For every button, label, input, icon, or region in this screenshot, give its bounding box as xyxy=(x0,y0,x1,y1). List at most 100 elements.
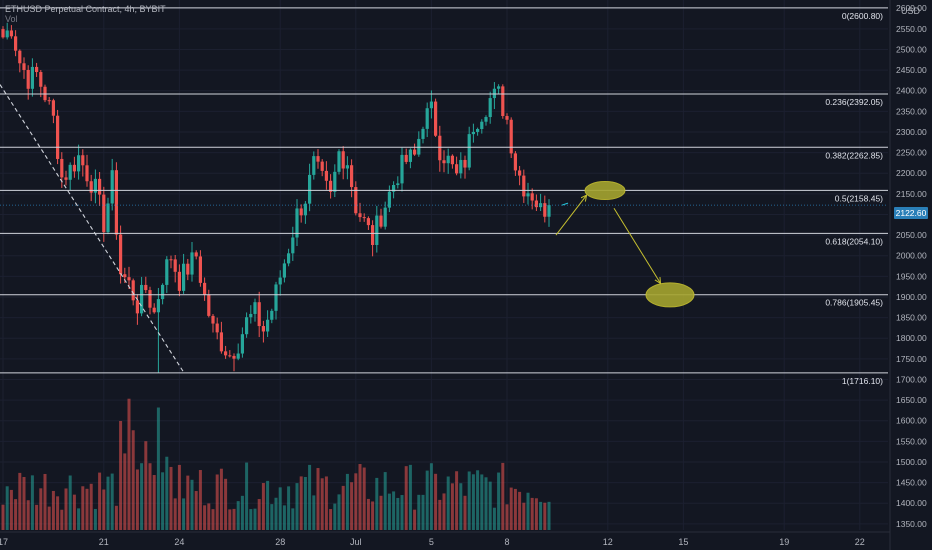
candle-body[interactable] xyxy=(30,66,34,89)
candle-body[interactable] xyxy=(18,50,22,64)
candle-body[interactable] xyxy=(429,101,433,109)
candle-body[interactable] xyxy=(287,253,291,264)
candle-body[interactable] xyxy=(72,164,76,172)
candle-body[interactable] xyxy=(375,215,379,245)
candle-body[interactable] xyxy=(9,30,13,37)
candle-body[interactable] xyxy=(102,194,106,233)
candle-body[interactable] xyxy=(156,299,160,313)
candle-body[interactable] xyxy=(534,200,538,208)
candle-body[interactable] xyxy=(261,326,265,332)
candle-body[interactable] xyxy=(5,30,9,38)
candle-body[interactable] xyxy=(526,193,530,197)
candle-body[interactable] xyxy=(308,174,312,204)
candle-body[interactable] xyxy=(505,116,509,120)
candle-body[interactable] xyxy=(513,153,517,171)
candle-body[interactable] xyxy=(379,215,383,227)
candle-body[interactable] xyxy=(497,86,501,89)
candle-body[interactable] xyxy=(316,156,320,162)
candle-body[interactable] xyxy=(39,72,43,87)
candle-body[interactable] xyxy=(404,154,408,162)
candle-body[interactable] xyxy=(127,277,131,281)
candle-body[interactable] xyxy=(291,237,295,254)
candle-body[interactable] xyxy=(329,180,333,192)
trend-line-dashed[interactable] xyxy=(0,84,184,372)
candle-body[interactable] xyxy=(77,155,81,172)
candle-body[interactable] xyxy=(282,263,286,278)
candle-body[interactable] xyxy=(215,323,219,333)
candle-body[interactable] xyxy=(337,151,341,172)
candle-body[interactable] xyxy=(371,225,375,245)
candle-body[interactable] xyxy=(455,164,459,174)
candle-body[interactable] xyxy=(522,175,526,197)
candle-body[interactable] xyxy=(543,203,547,217)
candle-body[interactable] xyxy=(56,115,60,159)
candle-body[interactable] xyxy=(131,280,135,301)
candle-body[interactable] xyxy=(169,259,173,261)
candle-body[interactable] xyxy=(295,208,299,238)
candle-body[interactable] xyxy=(60,158,64,178)
candle-body[interactable] xyxy=(161,284,165,300)
candle-body[interactable] xyxy=(299,208,303,216)
candle-body[interactable] xyxy=(488,98,492,118)
price-axis[interactable] xyxy=(890,0,932,550)
candle-body[interactable] xyxy=(106,203,110,233)
candle-body[interactable] xyxy=(278,277,282,285)
candle-body[interactable] xyxy=(89,181,93,193)
candle-body[interactable] xyxy=(467,134,471,168)
candle-body[interactable] xyxy=(350,165,354,188)
candle-body[interactable] xyxy=(442,160,446,164)
candle-body[interactable] xyxy=(98,178,102,195)
candle-body[interactable] xyxy=(509,119,513,154)
candle-body[interactable] xyxy=(203,282,207,295)
candle-body[interactable] xyxy=(392,184,396,192)
candle-body[interactable] xyxy=(245,317,249,335)
candle-body[interactable] xyxy=(450,155,454,165)
candle-body[interactable] xyxy=(135,300,139,314)
candle-body[interactable] xyxy=(518,170,522,176)
candle-body[interactable] xyxy=(228,355,232,357)
candle-body[interactable] xyxy=(362,217,366,219)
candle-body[interactable] xyxy=(51,100,55,116)
candle-body[interactable] xyxy=(182,263,186,291)
candle-body[interactable] xyxy=(341,151,345,169)
currency-label[interactable]: USD xyxy=(900,6,920,16)
candle-body[interactable] xyxy=(114,170,118,235)
candle-body[interactable] xyxy=(303,203,307,216)
candle-body[interactable] xyxy=(148,290,152,308)
candle-body[interactable] xyxy=(438,135,442,161)
candle-body[interactable] xyxy=(198,256,202,283)
candle-body[interactable] xyxy=(425,108,429,129)
arrow-up-to-target[interactable] xyxy=(555,196,586,236)
candle-body[interactable] xyxy=(1,29,5,38)
candle-body[interactable] xyxy=(224,351,228,356)
candle-body[interactable] xyxy=(144,284,148,291)
candle-body[interactable] xyxy=(492,88,496,99)
candle-body[interactable] xyxy=(93,178,97,193)
candle-body[interactable] xyxy=(463,159,467,168)
candle-body[interactable] xyxy=(547,205,551,217)
candle-body[interactable] xyxy=(446,155,450,164)
candle-body[interactable] xyxy=(413,149,417,155)
target-ellipse-lower[interactable] xyxy=(645,282,695,308)
candle-body[interactable] xyxy=(417,138,421,155)
candle-body[interactable] xyxy=(219,332,223,352)
candle-body[interactable] xyxy=(119,234,123,275)
candle-body[interactable] xyxy=(152,307,156,313)
candle-body[interactable] xyxy=(232,355,236,359)
candle-body[interactable] xyxy=(110,170,114,204)
candle-body[interactable] xyxy=(22,63,26,70)
candle-body[interactable] xyxy=(480,121,484,129)
candle-body[interactable] xyxy=(211,315,215,324)
symbol-title[interactable]: ETHUSD Perpetual Contract, 4h, BYBIT xyxy=(5,4,166,14)
candle-body[interactable] xyxy=(354,187,358,214)
candle-body[interactable] xyxy=(85,165,89,182)
arrow-down-to-target[interactable] xyxy=(613,208,660,282)
candle-body[interactable] xyxy=(177,271,181,291)
candle-body[interactable] xyxy=(345,165,349,169)
candle-body[interactable] xyxy=(140,284,144,314)
candle-body[interactable] xyxy=(253,302,257,314)
candle-body[interactable] xyxy=(266,319,270,332)
candle-body[interactable] xyxy=(123,274,127,278)
